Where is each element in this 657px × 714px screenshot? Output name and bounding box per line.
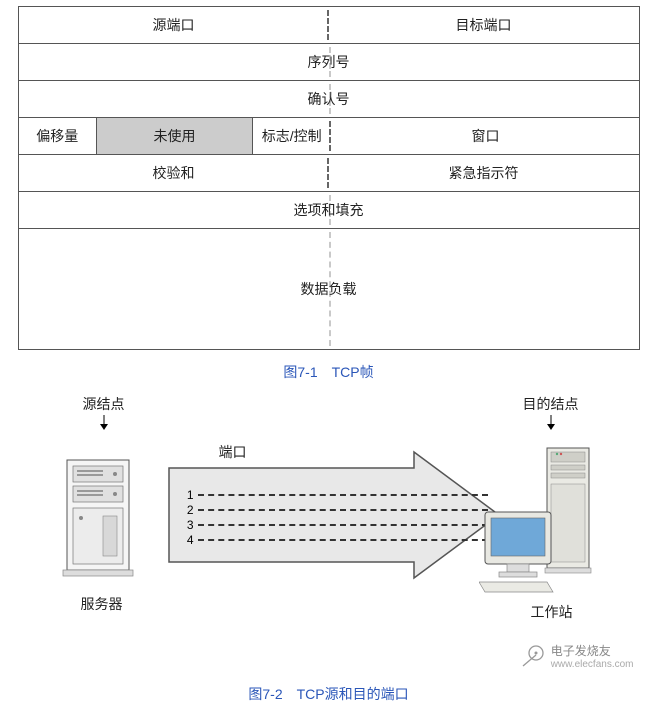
port-number: 3 — [182, 518, 194, 532]
server-label: 服务器 — [81, 594, 123, 614]
down-arrow-icon — [545, 415, 557, 431]
port-dash-line — [198, 539, 488, 541]
phantom-dash — [329, 84, 331, 114]
tcp-row: 源端口目标端口 — [19, 7, 639, 44]
figure-7-1-caption: 图7-1 TCP帧 — [0, 362, 657, 382]
tcp-cell: 紧急指示符 — [329, 155, 639, 191]
phantom-dash — [329, 47, 331, 77]
port-label: 端口 — [219, 442, 247, 462]
port-line: 4 — [182, 532, 488, 547]
tcp-cell: 偏移量 — [19, 118, 98, 154]
tcp-row: 校验和紧急指示符 — [19, 155, 639, 192]
port-number: 2 — [182, 503, 194, 517]
source-node-label: 源结点 — [69, 394, 139, 431]
phantom-dash — [329, 232, 331, 346]
source-node-text: 源结点 — [83, 396, 125, 412]
port-dash-line — [198, 509, 488, 511]
down-arrow-icon — [98, 415, 110, 431]
port-line: 1 — [182, 487, 488, 502]
tcp-row: 偏移量未使用标志/控制窗口 — [19, 118, 639, 155]
tcp-row: 数据负载 — [19, 229, 639, 349]
tcp-cell: 标志/控制 — [253, 118, 331, 154]
dest-node-label: 目的结点 — [511, 394, 591, 431]
tcp-cell: 校验和 — [19, 155, 329, 191]
tcp-cell: 窗口 — [331, 118, 641, 154]
tcp-cell: 未使用 — [97, 118, 253, 154]
figure-7-2: 源结点 目的结点 端口 1234 — [19, 392, 639, 672]
tcp-row: 选项和填充 — [19, 192, 639, 229]
tcp-cell: 源端口 — [19, 7, 329, 43]
port-line: 3 — [182, 517, 488, 532]
phantom-dash — [329, 195, 331, 225]
port-number: 4 — [182, 533, 194, 547]
port-dash-line — [198, 524, 488, 526]
tcp-frame-table: 源端口目标端口序列号确认号偏移量未使用标志/控制窗口校验和紧急指示符选项和填充数… — [18, 6, 640, 350]
server-icon — [59, 452, 144, 587]
watermark: 电子发烧友 www.elecfans.com — [519, 642, 634, 670]
port-dash-line — [198, 494, 488, 496]
watermark-logo-icon — [519, 643, 547, 669]
port-line: 2 — [182, 502, 488, 517]
workstation-label: 工作站 — [531, 602, 573, 622]
figure-7-2-caption: 图7-2 TCP源和目的端口 — [0, 684, 657, 704]
watermark-en: www.elecfans.com — [551, 659, 634, 670]
watermark-cn: 电子发烧友 — [551, 642, 634, 659]
workstation-icon — [479, 440, 599, 595]
tcp-row: 序列号 — [19, 44, 639, 81]
port-number: 1 — [182, 488, 194, 502]
dest-node-text: 目的结点 — [523, 396, 579, 412]
tcp-row: 确认号 — [19, 81, 639, 118]
port-lines: 1234 — [182, 487, 488, 547]
tcp-cell: 目标端口 — [329, 7, 639, 43]
